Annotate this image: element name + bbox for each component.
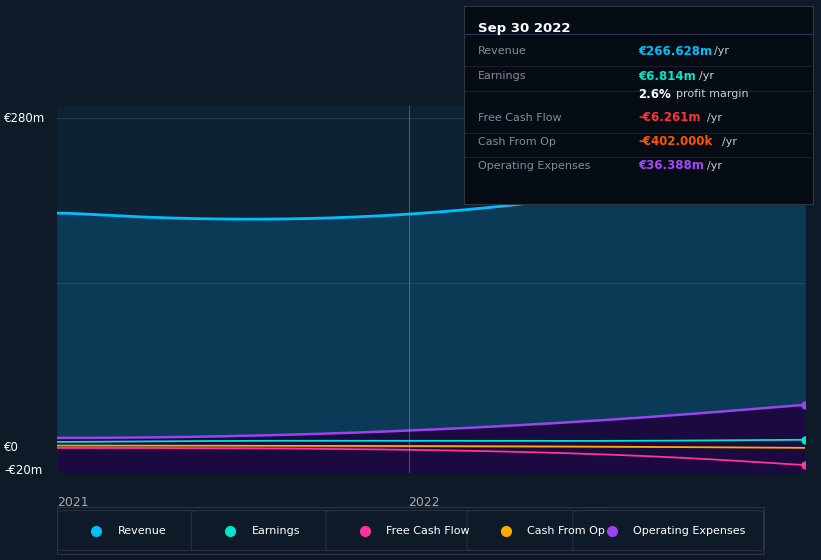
Text: /yr: /yr <box>699 71 714 81</box>
Text: Free Cash Flow: Free Cash Flow <box>386 526 470 535</box>
Text: €0: €0 <box>4 441 19 454</box>
Text: Cash From Op: Cash From Op <box>527 526 605 535</box>
Text: Operating Expenses: Operating Expenses <box>633 526 745 535</box>
Text: profit margin: profit margin <box>676 89 749 99</box>
FancyBboxPatch shape <box>573 511 764 550</box>
Text: Sep 30 2022: Sep 30 2022 <box>478 21 571 35</box>
Text: Earnings: Earnings <box>478 71 526 81</box>
Text: Operating Expenses: Operating Expenses <box>478 161 590 171</box>
Text: €6.814m: €6.814m <box>639 69 696 83</box>
Text: /yr: /yr <box>707 113 722 123</box>
Text: 2021: 2021 <box>57 496 89 508</box>
FancyBboxPatch shape <box>57 511 206 550</box>
Text: Earnings: Earnings <box>252 526 300 535</box>
Text: -€6.261m: -€6.261m <box>639 111 701 124</box>
Text: -€20m: -€20m <box>4 464 43 477</box>
Text: €36.388m: €36.388m <box>639 159 704 172</box>
Text: /yr: /yr <box>707 161 722 171</box>
Text: Revenue: Revenue <box>117 526 166 535</box>
Text: /yr: /yr <box>714 46 729 57</box>
FancyBboxPatch shape <box>326 511 481 550</box>
Text: /yr: /yr <box>722 137 737 147</box>
Text: Cash From Op: Cash From Op <box>478 137 556 147</box>
Text: Free Cash Flow: Free Cash Flow <box>478 113 562 123</box>
Text: €280m: €280m <box>4 111 45 125</box>
Text: Revenue: Revenue <box>478 46 526 57</box>
Text: 2022: 2022 <box>409 496 440 508</box>
FancyBboxPatch shape <box>191 511 340 550</box>
FancyBboxPatch shape <box>467 511 615 550</box>
Text: 2.6%: 2.6% <box>639 87 671 101</box>
Text: €266.628m: €266.628m <box>639 45 713 58</box>
Text: -€402.000k: -€402.000k <box>639 136 713 148</box>
